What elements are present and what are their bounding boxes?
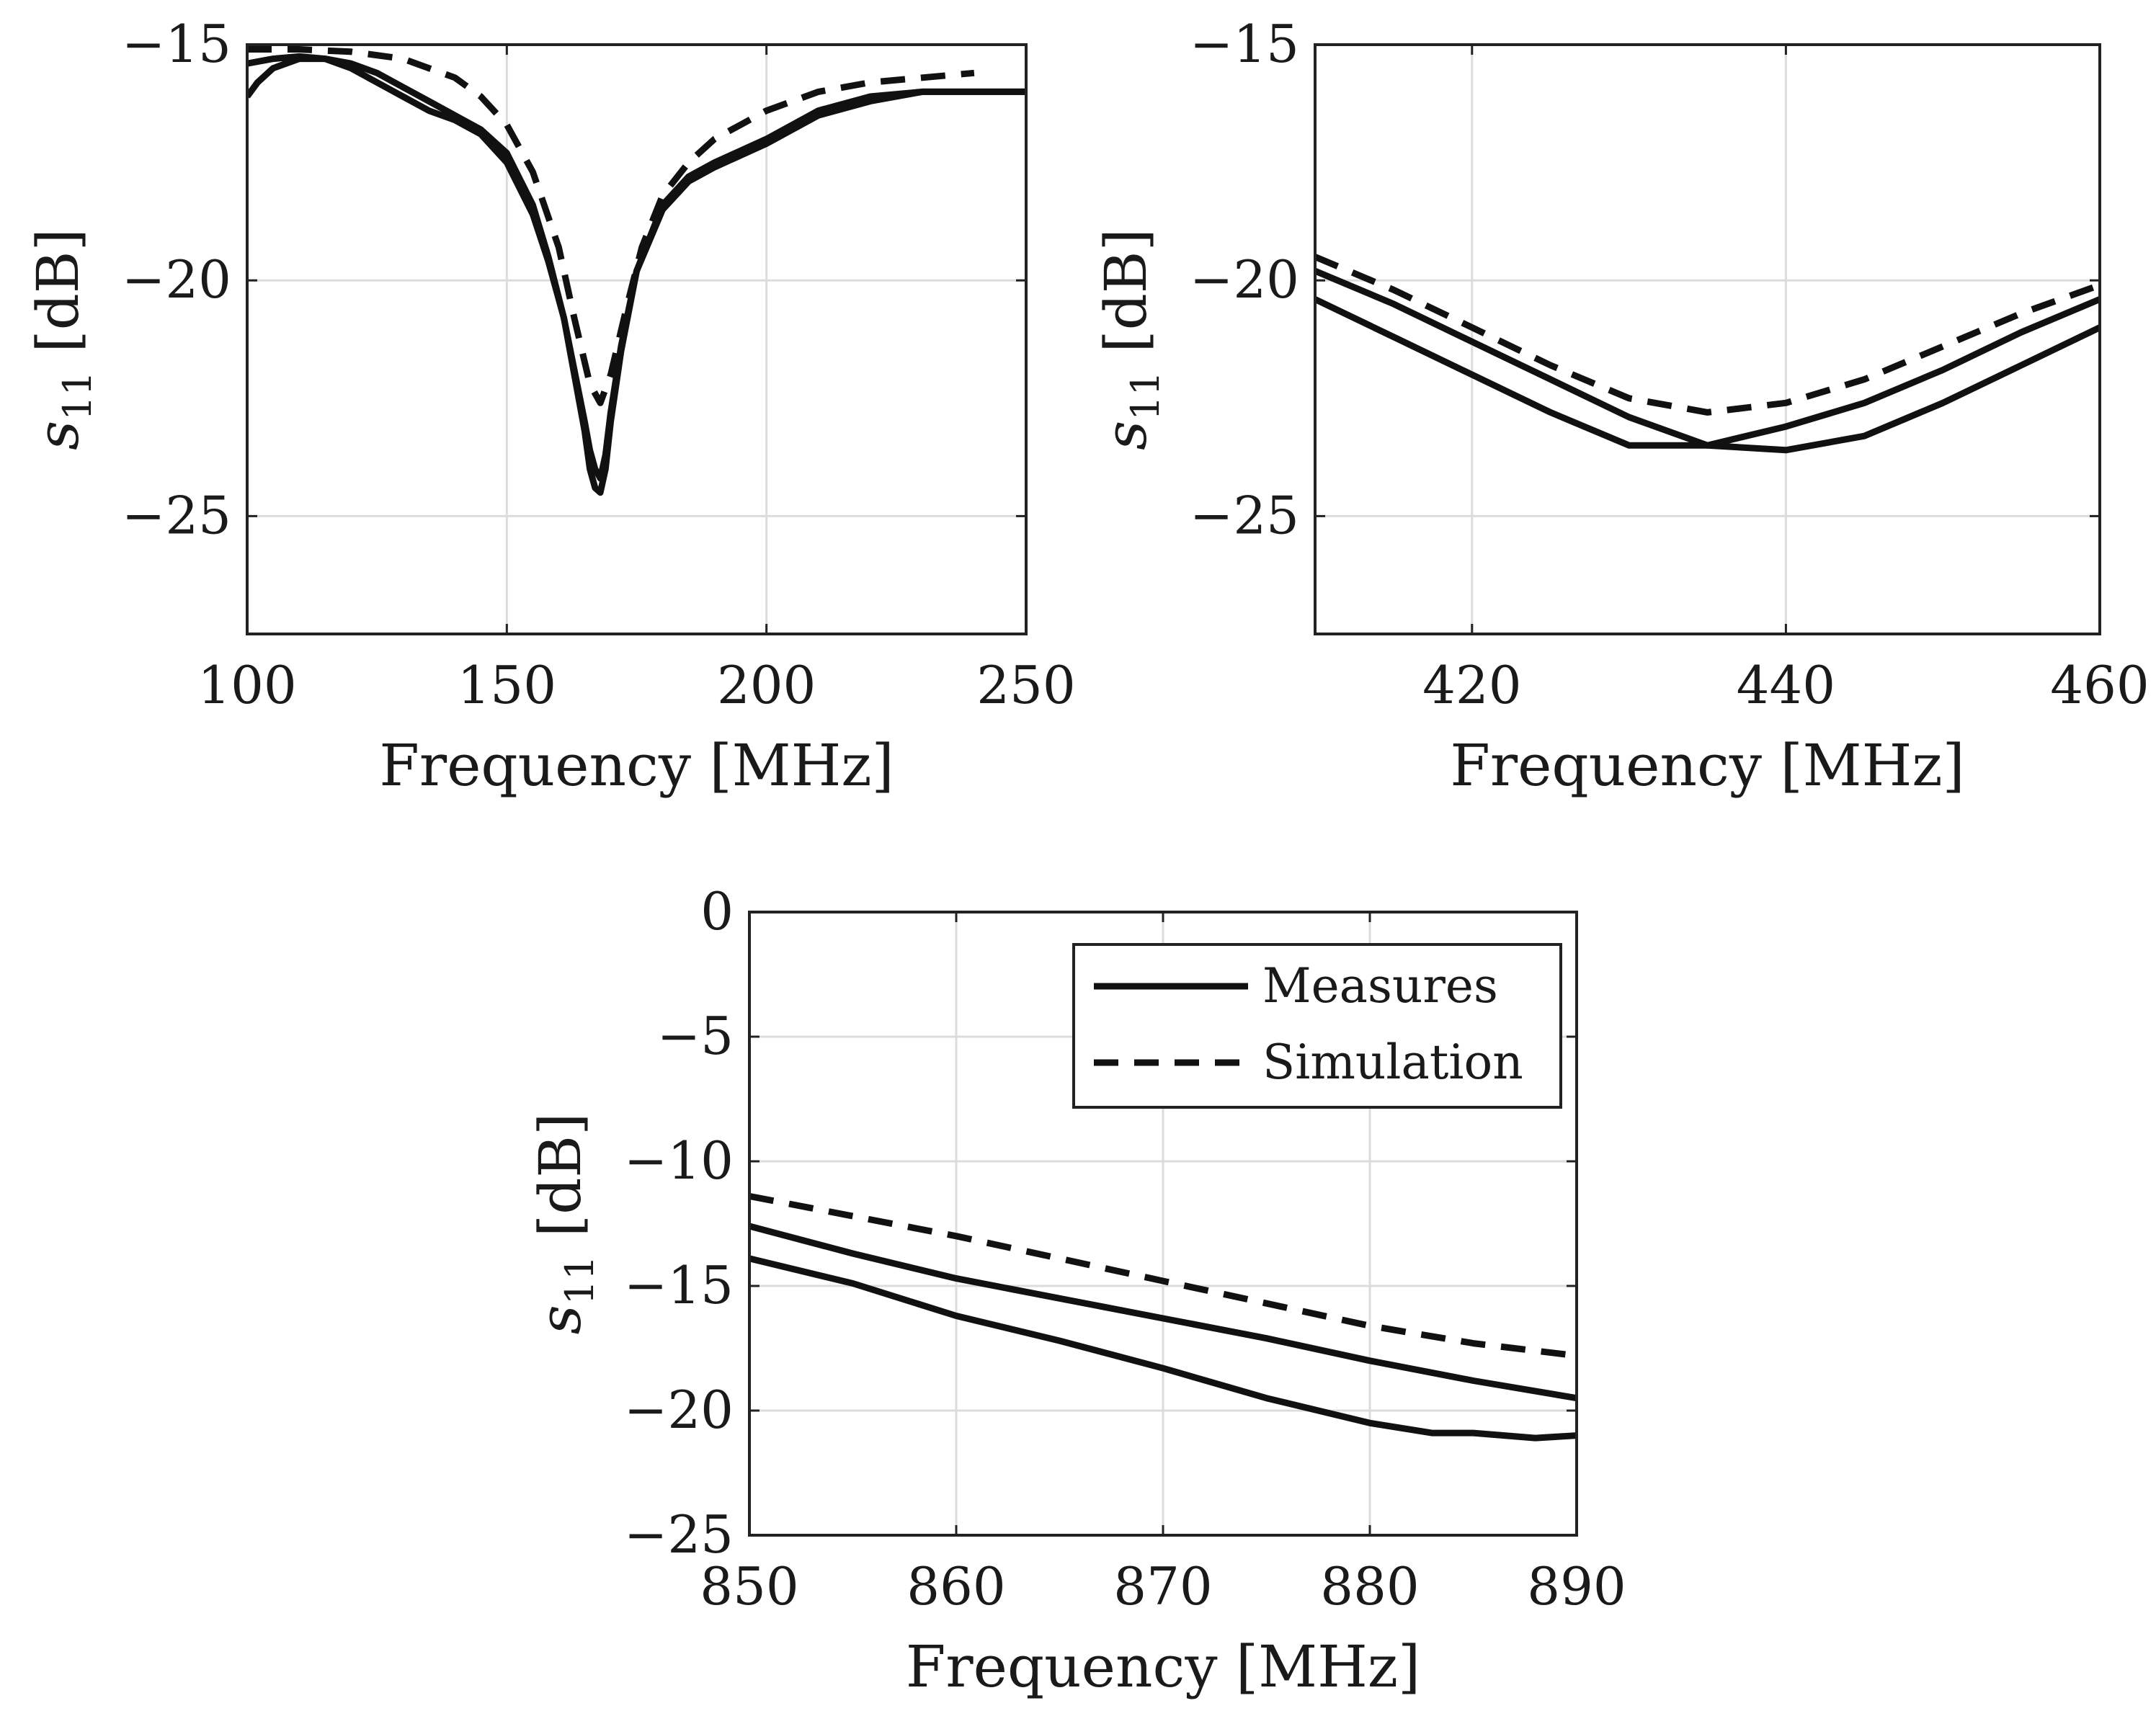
chart-top-left-axes-box (246, 43, 1028, 635)
chart-top-left-xtick-label-0: 100 (197, 655, 296, 715)
chart-top-right: 420 440 460 −25 −20 −15 Frequency [MHz] s11 [dB… (1092, 14, 2150, 799)
chart-top-left-xlabel: Frequency [MHz] (379, 732, 894, 799)
chart-bottom-ylabel: s11 [dB] (527, 1113, 602, 1335)
chart-top-left-series-simulation-2 (247, 46, 975, 406)
chart-top-left-ylabel: s11 [dB] (24, 228, 100, 450)
chart-bottom-ytick-label-5: 0 (700, 881, 734, 942)
chart-top-right-ylabel-symbol: s (1092, 421, 1159, 450)
chart-bottom-series-measures-1 (749, 1223, 1577, 1402)
chart-top-left-series-measures-1 (247, 53, 1026, 496)
chart-top-right-xtick-label-1: 440 (1737, 655, 1835, 715)
chart-top-right-axes-box (1314, 43, 2101, 635)
chart-bottom-legend-label-0: Measures (1262, 958, 1498, 1014)
chart-top-right-ylabel-subscript: 11 (1123, 371, 1168, 421)
chart-bottom-xlabel: Frequency [MHz] (906, 1633, 1420, 1700)
chart-top-left-ylabel-unit: [dB] (24, 228, 92, 371)
chart-top-right-xtick-label-0: 420 (1422, 655, 1521, 715)
chart-bottom-ytick-label-2: −15 (624, 1255, 734, 1315)
chart-top-right-ytick-label-0: −25 (1190, 485, 1299, 545)
chart-bottom-xtick-label-1: 860 (906, 1556, 1005, 1617)
chart-top-left-xtick-label-3: 250 (976, 655, 1075, 715)
chart-bottom-xtick-label-0: 850 (700, 1556, 798, 1617)
chart-bottom-ytick-label-0: −25 (624, 1504, 734, 1565)
chart-bottom-ylabel-symbol: s (527, 1305, 594, 1334)
chart-top-right-ylabel-unit: [dB] (1092, 228, 1159, 371)
chart-bottom-xtick-label-2: 870 (1113, 1556, 1212, 1617)
chart-bottom-ytick-label-3: −10 (624, 1130, 734, 1191)
chart-top-left-ylabel-subscript: 11 (55, 371, 100, 421)
chart-bottom-series-measures-0 (749, 1255, 1577, 1442)
chart-top-right-ytick-label-2: −15 (1190, 14, 1299, 74)
chart-top-left-ylabel-symbol: s (24, 421, 92, 450)
chart-top-right-ytick-label-1: −20 (1190, 249, 1299, 310)
chart-bottom-ylabel-subscript: 11 (557, 1256, 602, 1305)
chart-top-right-series-measures-1 (1315, 267, 2100, 449)
chart-bottom-ytick-label-1: −20 (624, 1380, 734, 1440)
chart-bottom-series-simulation-2 (749, 1192, 1577, 1359)
chart-bottom-xtick-label-3: 880 (1320, 1556, 1419, 1617)
chart-bottom: 850 860 870 880 890 −25 −20 −15 −10 −5 0 Frequency … (527, 881, 1626, 1700)
chart-bottom-xtick-label-4: 890 (1527, 1556, 1626, 1617)
chart-top-left-xtick-label-2: 200 (717, 655, 816, 715)
chart-bottom-legend: Measures Simulation (1072, 943, 1562, 1109)
chart-bottom-legend-label-1: Simulation (1262, 1035, 1523, 1090)
chart-top-left-ytick-label-2: −15 (122, 14, 231, 74)
chart-bottom-ytick-label-4: −5 (657, 1006, 734, 1066)
chart-top-left: 100 150 200 250 −25 −20 −15 Frequency [MHz] s11 … (24, 14, 1076, 799)
chart-top-left-xtick-label-1: 150 (458, 655, 556, 715)
chart-bottom-legend-box (1072, 943, 1562, 1109)
chart-top-left-ytick-label-1: −20 (122, 249, 231, 310)
chart-top-right-series-simulation-2 (1315, 254, 2100, 416)
chart-top-left-ytick-label-0: −25 (122, 485, 231, 545)
chart-bottom-ylabel-unit: [dB] (527, 1113, 594, 1256)
chart-top-right-xtick-label-2: 460 (2050, 655, 2149, 715)
chart-top-right-xlabel: Frequency [MHz] (1450, 732, 1964, 799)
chart-top-right-ylabel: s11 [dB] (1092, 228, 1168, 450)
